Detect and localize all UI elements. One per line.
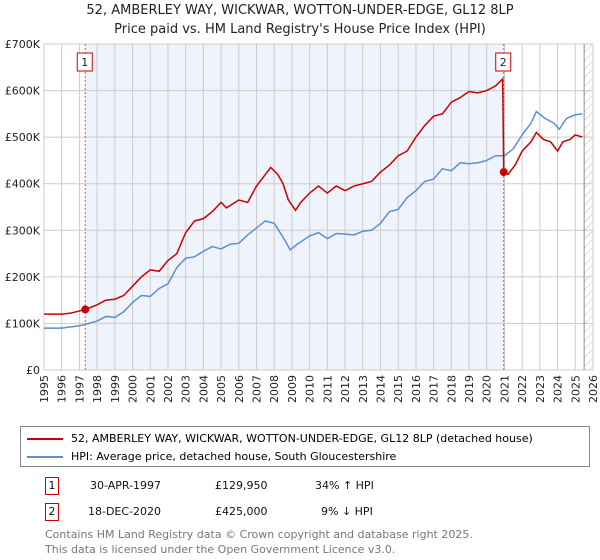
x-tick-label: 2005	[215, 375, 228, 403]
x-tick-label: 2026	[587, 375, 600, 403]
legend-item-property: 52, AMBERLEY WAY, WICKWAR, WOTTON-UNDER-…	[27, 432, 533, 445]
sale-point	[81, 305, 90, 314]
x-tick-label: 2000	[127, 375, 140, 403]
x-tick-label: 2021	[498, 375, 511, 403]
y-tick-label: £300K	[5, 224, 41, 237]
x-tick-label: 2008	[268, 375, 281, 403]
y-tick-label: £600K	[5, 85, 41, 98]
forecast-hatch	[584, 44, 593, 370]
x-tick-label: 1997	[73, 375, 86, 403]
x-tick-label: 2006	[233, 375, 246, 403]
x-tick-label: 1998	[91, 375, 104, 403]
property-line	[44, 77, 583, 315]
x-tick-label: 2018	[445, 375, 458, 403]
x-tick-label: 2007	[251, 375, 264, 403]
y-tick-label: £100K	[5, 317, 41, 330]
x-tick-label: 2016	[410, 375, 423, 403]
x-tick-label: 1995	[38, 375, 51, 403]
x-tick-label: 2015	[392, 375, 405, 403]
y-tick-label: £200K	[5, 271, 41, 284]
x-tick-label: 2001	[144, 375, 157, 403]
sale-price: £425,000	[215, 505, 268, 518]
sale-label: 2	[500, 56, 507, 69]
sale-label-box	[76, 52, 93, 72]
x-tick-label: 2019	[463, 375, 476, 403]
sale-hpi: 9% ↓ HPI	[321, 505, 373, 518]
sale-label-box	[495, 52, 512, 72]
sale-point	[499, 168, 508, 177]
legend-label-property: 52, AMBERLEY WAY, WICKWAR, WOTTON-UNDER-…	[71, 432, 533, 445]
x-tick-label: 2009	[286, 375, 299, 403]
legend-item-hpi: HPI: Average price, detached house, Sout…	[27, 450, 396, 463]
footer-copyright: Contains HM Land Registry data © Crown c…	[45, 528, 473, 541]
sale-hpi: 34% ↑ HPI	[315, 479, 374, 492]
x-tick-label: 2014	[374, 375, 387, 403]
sale-label: 1	[81, 56, 88, 69]
y-tick-label: £700K	[5, 38, 41, 51]
x-tick-label: 2004	[197, 375, 210, 403]
hpi-line	[44, 110, 583, 329]
sale-period-shade	[85, 44, 504, 370]
x-tick-label: 2012	[339, 375, 352, 403]
sale-price: £129,950	[215, 479, 268, 492]
y-tick-label: £400K	[5, 178, 41, 191]
legend: 52, AMBERLEY WAY, WICKWAR, WOTTON-UNDER-…	[20, 426, 590, 467]
legend-swatch-property	[27, 437, 63, 440]
sale-marker-1: 1	[45, 477, 59, 495]
footer-licence: This data is licensed under the Open Gov…	[45, 543, 396, 556]
x-tick-label: 2024	[552, 375, 565, 403]
x-tick-label: 2020	[481, 375, 494, 403]
x-tick-label: 1996	[56, 375, 69, 403]
x-tick-label: 2002	[162, 375, 175, 403]
x-tick-label: 2017	[428, 375, 441, 403]
price-chart: 1995 1996 1997 1998 1999 2000 2001 2002 2003 2004…	[5, 38, 600, 403]
sale-date: 30-APR-1997	[90, 479, 162, 492]
sale-marker-2: 2	[45, 503, 59, 521]
y-tick-label: £0	[26, 364, 40, 377]
chart-subtitle: Price paid vs. HM Land Registry's House …	[114, 22, 486, 37]
x-tick-label: 2003	[180, 375, 193, 403]
legend-label-hpi: HPI: Average price, detached house, Sout…	[71, 450, 397, 463]
x-tick-label: 2023	[534, 375, 547, 403]
x-tick-label: 2011	[321, 375, 334, 403]
y-tick-label: £500K	[5, 131, 41, 144]
sale-date: 18-DEC-2020	[88, 505, 162, 518]
x-tick-label: 1999	[109, 375, 122, 403]
x-tick-label: 2025	[569, 375, 582, 403]
x-tick-label: 2022	[516, 375, 529, 403]
x-tick-label: 2010	[304, 375, 317, 403]
x-tick-label: 2013	[357, 375, 370, 403]
legend-swatch-hpi	[27, 455, 63, 458]
chart-title: 52, AMBERLEY WAY, WICKWAR, WOTTON-UNDER-…	[86, 3, 514, 18]
